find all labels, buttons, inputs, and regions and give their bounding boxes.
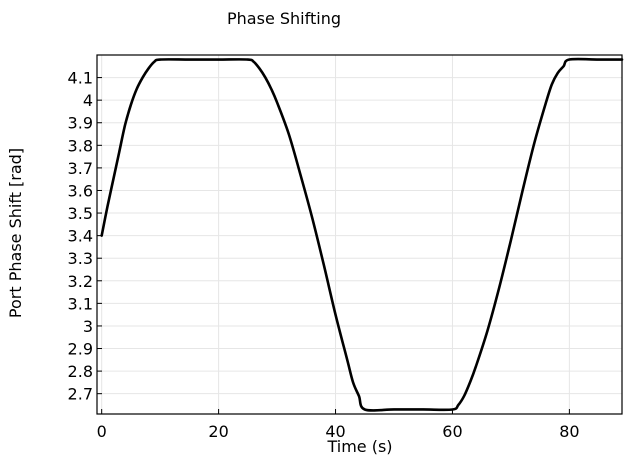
y-tick-label: 4 [83,91,93,110]
y-tick-label: 3.9 [68,114,93,133]
x-tick-label: 20 [208,422,228,441]
y-axis-ticks: 2.7 2.8 2.9 3 3.1 3.2 3.3 3.4 3.5 3.6 3.7 3.8 3.9 4 4.… [68,69,102,404]
y-tick-label: 3.1 [68,294,93,313]
y-tick-label: 3.3 [68,249,93,268]
x-tick-label: 0 [97,422,107,441]
y-tick-label: 3.8 [68,136,93,155]
x-axis-ticks: 0 20 40 60 80 [97,409,580,441]
y-tick-label: 3.6 [68,181,93,200]
y-tick-label: 2.9 [68,340,93,359]
chart-title: Phase Shifting [227,9,341,28]
y-tick-label: 2.7 [68,385,93,404]
series-line [100,57,624,412]
y-tick-label: 3 [83,317,93,336]
y-tick-label: 3.4 [68,227,93,246]
y-tick-label: 3.5 [68,204,93,223]
x-tick-label: 40 [325,422,345,441]
y-tick-label: 4.1 [68,69,93,88]
x-tick-label: 60 [442,422,462,441]
x-axis-label: Time (s) [326,437,392,456]
y-tick-label: 2.8 [68,362,93,381]
y-tick-label: 3.7 [68,159,93,178]
grid [97,55,622,414]
y-tick-label: 3.2 [68,272,93,291]
x-tick-label: 80 [559,422,579,441]
y-axis-label: Port Phase Shift [rad] [6,148,25,318]
plot-frame [96,54,623,415]
